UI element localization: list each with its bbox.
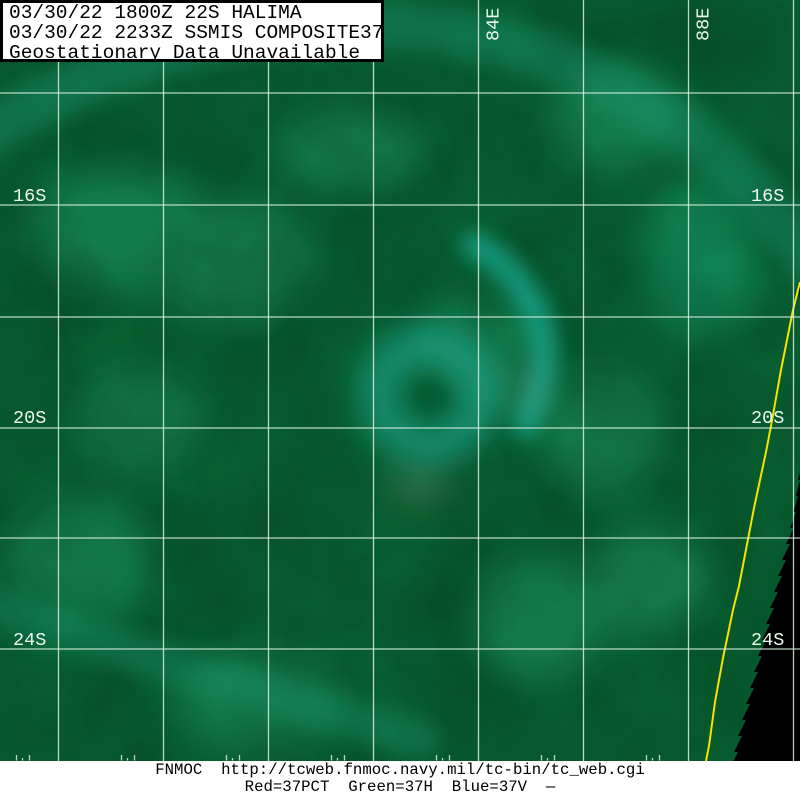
- svg-text:24S: 24S: [751, 630, 784, 651]
- svg-text:16S: 16S: [751, 186, 784, 207]
- svg-text:24S: 24S: [13, 630, 46, 651]
- svg-text:84E: 84E: [484, 8, 505, 41]
- svg-text:16S: 16S: [13, 186, 46, 207]
- svg-text:20S: 20S: [13, 408, 46, 429]
- svg-text:20S: 20S: [751, 408, 784, 429]
- svg-text:88E: 88E: [694, 8, 715, 41]
